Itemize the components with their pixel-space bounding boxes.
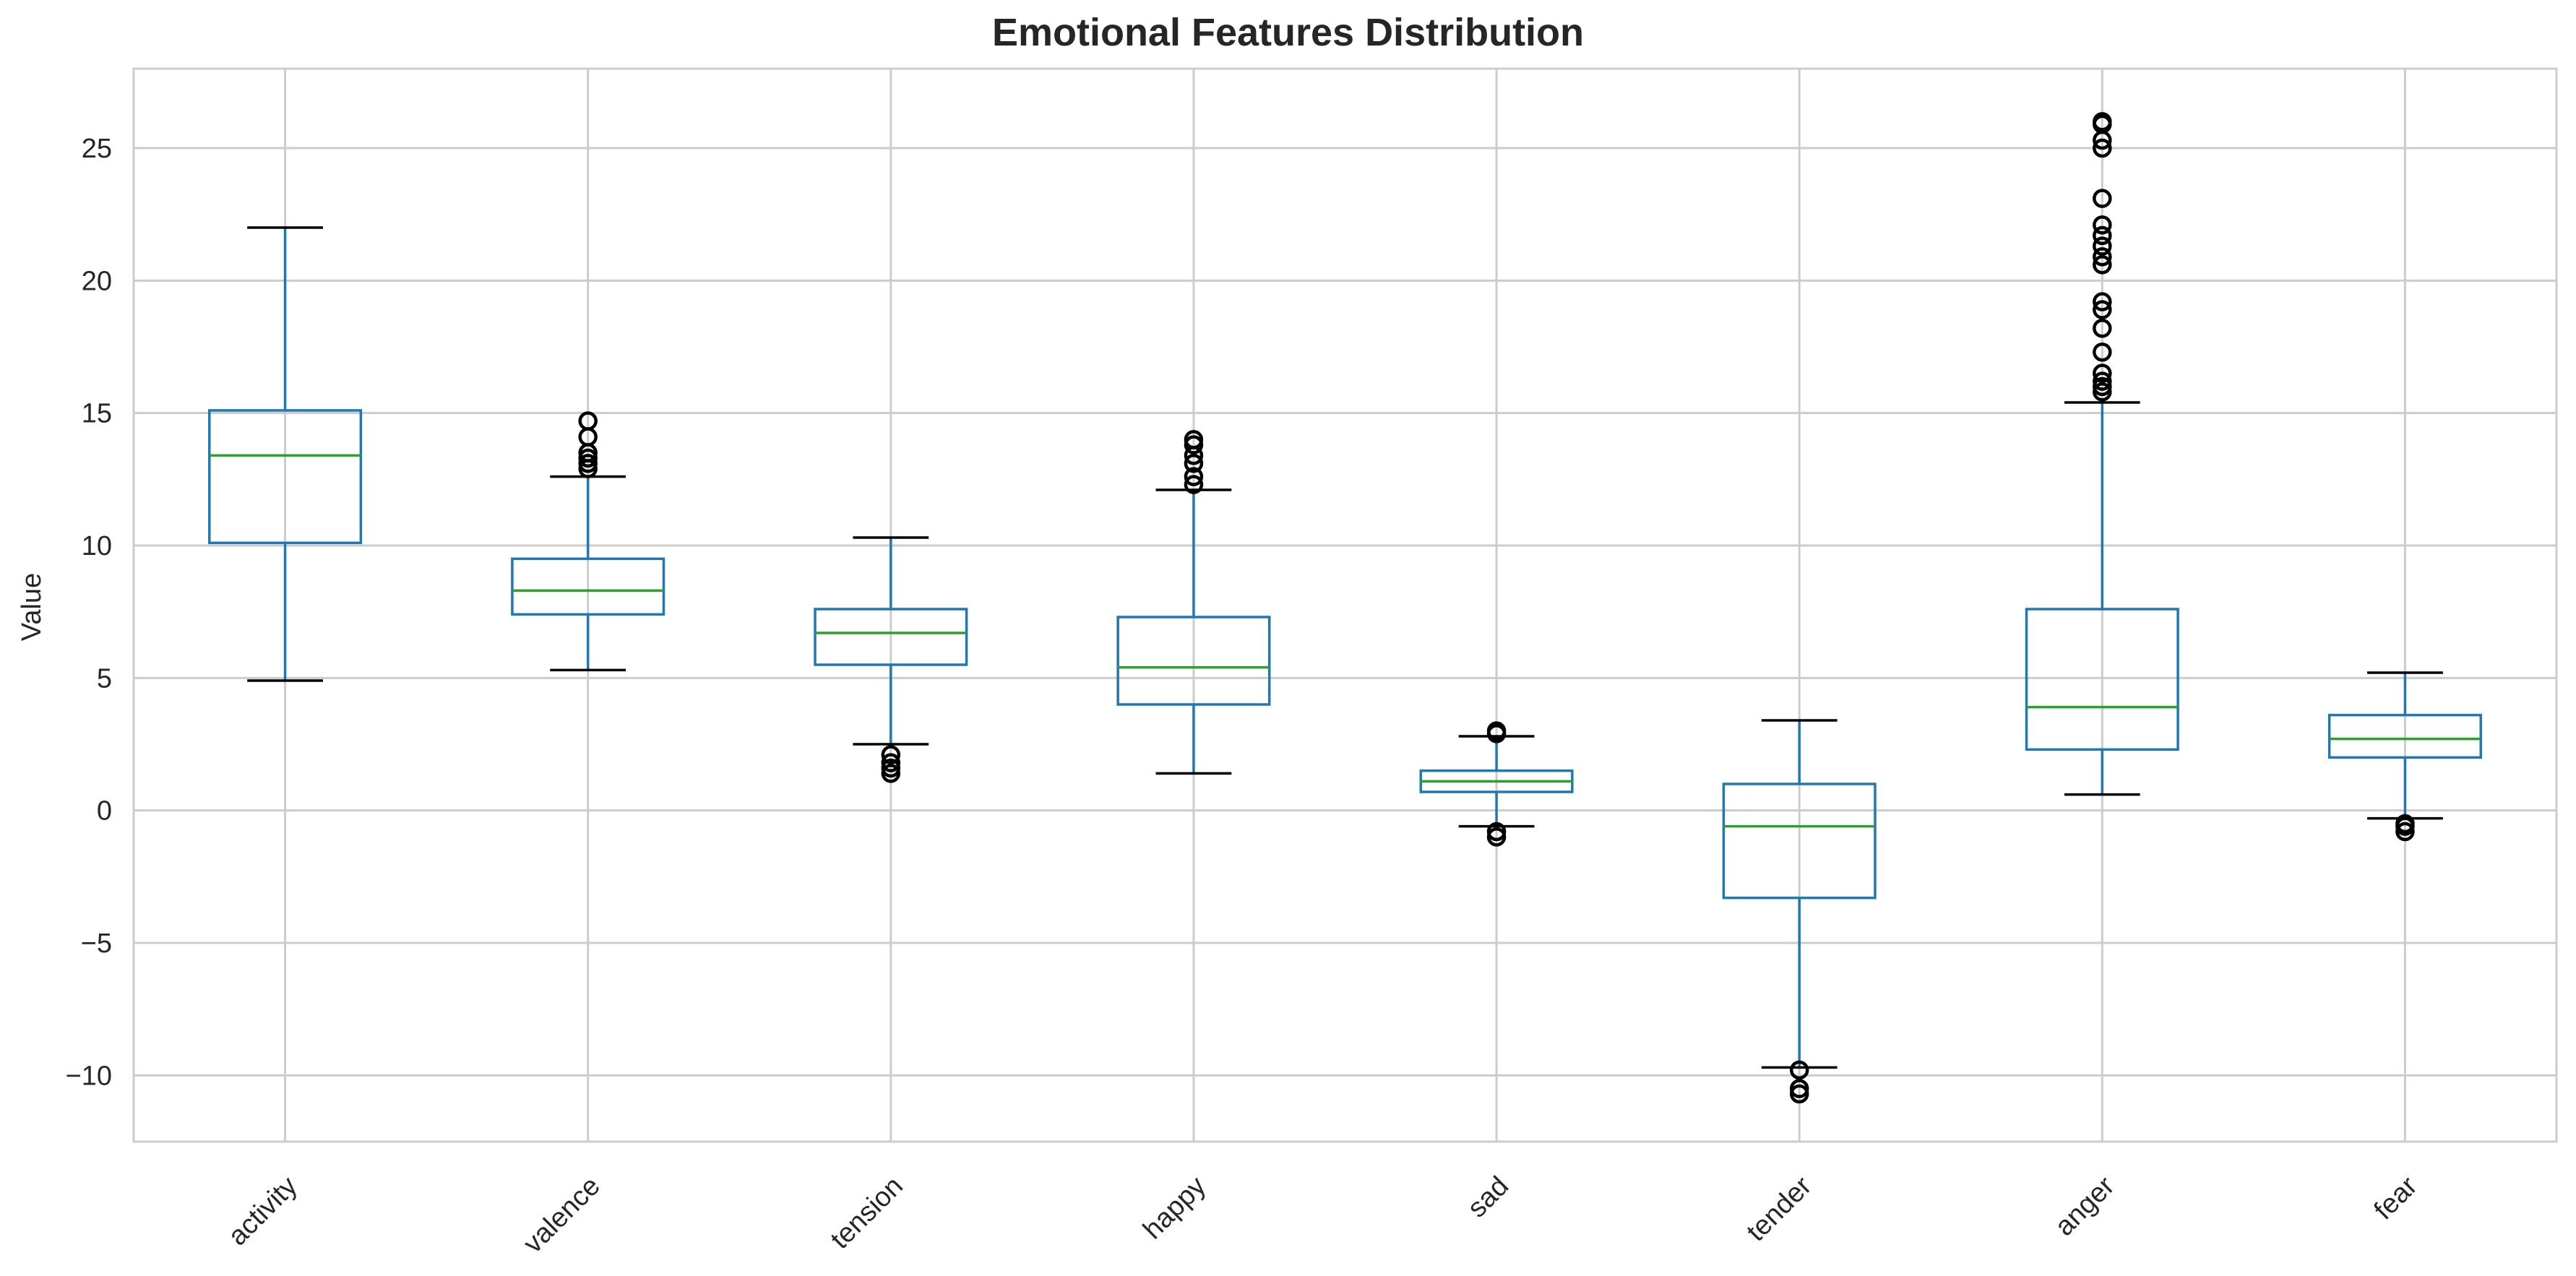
x-tick-label-anger: anger (2049, 1171, 2121, 1242)
y-tick-label: 25 (82, 134, 112, 164)
y-tick-label: 0 (97, 796, 112, 827)
outlier-point (1184, 475, 1204, 494)
box-sad (1419, 721, 1574, 847)
outlier-point (2093, 371, 2112, 391)
outlier-point (1486, 827, 1507, 847)
box-anger (2025, 112, 2179, 796)
iqr-box (2025, 608, 2179, 751)
outlier-point (2093, 292, 2112, 311)
outlier-point (2395, 822, 2415, 842)
y-tick-labels: −10 −5 0 5 10 15 20 25 (66, 134, 112, 1091)
iqr-box (814, 608, 968, 666)
outlier-point (2093, 112, 2112, 132)
outlier-point (2093, 236, 2112, 256)
y-tick-label: 20 (82, 266, 112, 296)
iqr-box (208, 409, 363, 545)
x-tick-label-valence: valence (518, 1171, 606, 1259)
outlier-point (2093, 255, 2112, 275)
outlier-point (2093, 319, 2112, 338)
y-tick-label: −10 (66, 1061, 112, 1091)
outlier-point (2093, 215, 2112, 235)
outlier-point (2093, 225, 2112, 246)
x-tick-label-sad: sad (1462, 1171, 1515, 1223)
x-tick-label-activity: activity (223, 1171, 303, 1251)
outlier-point (1184, 430, 1204, 449)
box-fear (2327, 671, 2482, 842)
y-tick-label: −5 (81, 928, 112, 959)
x-tick-label-fear: fear (2369, 1171, 2424, 1225)
x-tick-label-tender: tender (1741, 1171, 1817, 1247)
plot-frame (132, 67, 2558, 1143)
chart-title: Emotional Features Distribution (991, 11, 1585, 54)
y-tick-label: 10 (82, 531, 112, 561)
y-axis-label: Value (17, 573, 47, 641)
outlier-point (2093, 363, 2112, 383)
iqr-box (1722, 783, 1877, 900)
outlier-point (1184, 454, 1204, 473)
box-tender (1722, 719, 1877, 1104)
iqr-box (511, 557, 665, 616)
box-activity (208, 226, 363, 682)
outlier-point (2093, 189, 2112, 208)
outlier-point (2093, 247, 2112, 267)
y-tick-label: 5 (97, 663, 112, 694)
x-tick-label-tension: tension (825, 1171, 909, 1254)
iqr-box (1116, 616, 1271, 706)
outlier-point (1789, 1084, 1809, 1104)
outlier-point (578, 411, 598, 431)
box-happy (1116, 430, 1271, 775)
x-tick-label-happy: happy (1137, 1171, 1212, 1245)
grid-lines (134, 69, 2556, 1142)
outlier-point (1789, 1060, 1809, 1080)
x-tick-labels: activity valence tension happy sad tender ange… (223, 1171, 2424, 1259)
outlier-point (1184, 467, 1204, 486)
outlier-point (881, 764, 901, 783)
outlier-point (2093, 138, 2112, 158)
outlier-point (881, 745, 901, 764)
outlier-point (1486, 721, 1507, 741)
outlier-point (2093, 300, 2112, 319)
box-tension (814, 536, 968, 783)
iqr-box (2327, 713, 2482, 759)
boxes-layer (208, 112, 2482, 1104)
outlier-point (2093, 342, 2112, 362)
box-valence (511, 411, 665, 672)
y-tick-label: 15 (82, 399, 112, 429)
